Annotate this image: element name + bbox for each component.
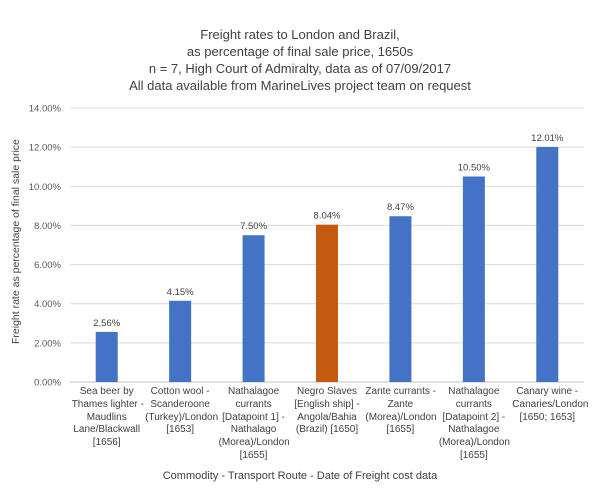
y-tick-label: 12.00% [29,143,62,154]
y-tick-label: 10.00% [29,182,62,193]
title-line: n = 7, High Court of Admiralty, data as … [148,61,452,76]
y-tick-label: 2.00% [34,338,61,349]
data-label: 2.56% [93,318,120,329]
bar [316,224,338,382]
bar [169,300,192,382]
bar [95,331,118,382]
data-label: 8.47% [387,202,414,213]
data-label: 4.15% [167,287,194,298]
x-axis-label: Commodity - Transport Route - Date of Fr… [162,470,438,482]
x-tick-label: Nathalagoe currants [Datapoint 2] - Nath… [438,386,510,461]
data-label: 10.50% [458,163,491,174]
title-line: as percentage of final sale price, 1650s [186,44,414,59]
chart-title: Freight rates to London and Brazil, as p… [0,26,600,94]
title-line: All data available from MarineLives proj… [129,78,471,93]
bar [389,216,412,382]
x-tick-label: Negro Slaves [English ship] - Angola/Bah… [294,386,360,436]
data-label: 8.04% [314,211,341,222]
bar [242,235,265,382]
bar [462,176,485,382]
y-tick-label: 4.00% [34,299,61,310]
data-label: 12.01% [531,133,564,144]
y-tick-label: 8.00% [34,221,61,232]
y-tick-label: 0.00% [34,378,61,389]
y-tick-label: 14.00% [29,104,62,115]
x-tick-label: Canary wine - Canaries/London [1650; 165… [512,386,589,423]
x-tick-label: Sea beer by Thames lighter - Maudlins La… [71,386,144,449]
x-tick-label: Cotton wool - Scanderoone (Turkey)/Londo… [145,386,219,436]
y-tick-label: 6.00% [34,260,61,271]
bar [536,146,559,382]
title-line: Freight rates to London and Brazil, [200,27,400,42]
x-tick-label: Nathalagoe currants [Datapoint 1] - Nath… [218,386,290,461]
y-axis-label: Freight rate as percentage of final sale… [10,139,22,344]
data-label: 7.50% [240,221,267,232]
x-tick-label: Zante currants - Zante (Morea)/London [1… [365,386,437,436]
